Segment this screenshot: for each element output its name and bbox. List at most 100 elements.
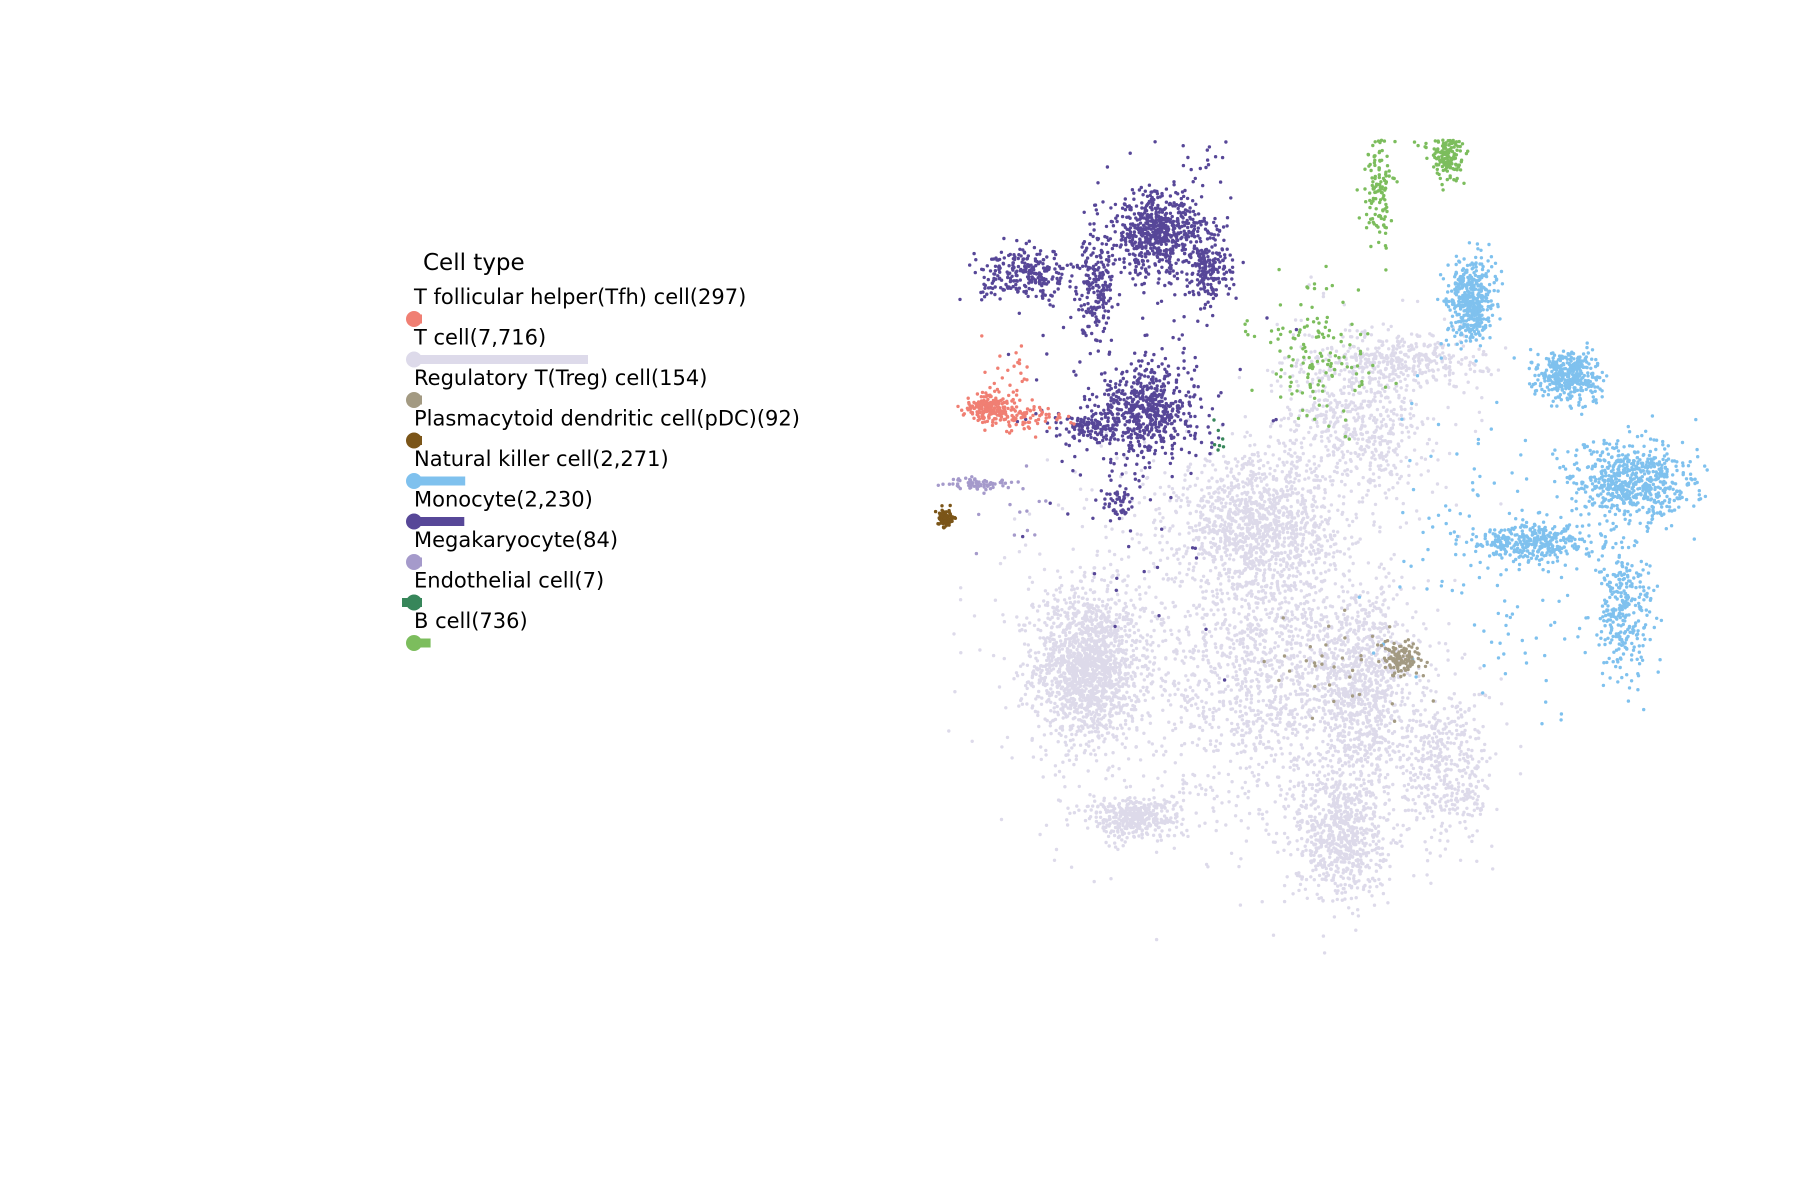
data-point: [1284, 797, 1288, 801]
data-point: [1405, 729, 1410, 733]
data-point: [1211, 560, 1216, 564]
data-point: [1382, 790, 1387, 794]
data-point: [1327, 568, 1331, 572]
data-point: [1252, 545, 1257, 549]
data-point: [1275, 659, 1280, 663]
data-point: [1215, 794, 1219, 798]
data-point: [1319, 587, 1324, 591]
data-point: [1295, 511, 1300, 516]
data-point: [1168, 499, 1172, 503]
data-point: [1169, 703, 1173, 707]
data-point: [1405, 788, 1409, 792]
data-point: [1079, 724, 1084, 728]
data-point: [1229, 481, 1234, 485]
data-point: [1194, 606, 1199, 610]
data-point: [1279, 624, 1283, 628]
data-point: [1376, 824, 1381, 828]
data-point: [1262, 629, 1267, 634]
data-point: [1211, 600, 1215, 604]
data-point: [1390, 731, 1395, 736]
data-point: [1223, 541, 1227, 545]
data-point: [1270, 718, 1274, 722]
data-point: [1361, 623, 1366, 628]
data-point: [1255, 571, 1259, 576]
data-point: [1049, 731, 1053, 736]
data-point: [1039, 745, 1043, 749]
data-point: [1086, 653, 1090, 657]
data-point: [1301, 790, 1306, 794]
data-point: [1081, 715, 1086, 719]
data-point: [1150, 742, 1155, 746]
data-point: [1244, 744, 1248, 748]
data-point: [1081, 669, 1085, 673]
data-point: [1072, 702, 1076, 707]
data-point: [1295, 459, 1299, 464]
data-point: [1374, 576, 1379, 580]
data-point: [1115, 648, 1119, 652]
data-point: [1261, 601, 1266, 605]
data-point: [1255, 779, 1259, 783]
data-point: [1364, 658, 1369, 662]
data-point: [1359, 732, 1363, 736]
data-point: [1310, 759, 1314, 763]
data-point: [1373, 701, 1378, 705]
data-point: [1278, 700, 1283, 705]
data-point: [1106, 583, 1110, 588]
data-point: [1105, 603, 1110, 607]
data-point: [1119, 708, 1123, 713]
data-point: [1281, 765, 1285, 769]
data-point: [1281, 637, 1285, 642]
data-point: [1351, 583, 1355, 588]
data-point: [1057, 680, 1061, 685]
data-point: [1251, 522, 1256, 526]
data-point: [1363, 706, 1368, 711]
data-point: [1227, 579, 1231, 583]
data-point: [1332, 469, 1337, 474]
data-point: [1340, 585, 1344, 589]
data-point: [1344, 748, 1348, 752]
data-point: [1293, 477, 1297, 481]
data-point: [1349, 702, 1354, 707]
data-point: [1305, 736, 1309, 740]
data-point: [1257, 807, 1261, 812]
data-point: [1341, 641, 1345, 646]
data-point: [1382, 785, 1386, 789]
data-point: [1220, 508, 1224, 513]
data-point: [1333, 805, 1338, 810]
data-point: [1079, 690, 1084, 695]
data-point: [1386, 687, 1390, 691]
data-point: [1022, 642, 1027, 646]
data-point: [1384, 760, 1389, 764]
data-point: [1231, 587, 1236, 591]
data-point: [1114, 665, 1119, 670]
data-point: [1279, 710, 1283, 715]
data-point: [1207, 684, 1212, 689]
data-point: [1234, 536, 1238, 540]
data-point: [1254, 632, 1259, 636]
data-point: [1289, 853, 1293, 857]
data-point: [1289, 743, 1293, 747]
data-point: [1377, 696, 1381, 700]
data-point: [1085, 670, 1089, 674]
data-point: [1301, 539, 1305, 543]
data-point: [1158, 511, 1162, 516]
data-point: [1109, 597, 1114, 601]
data-point: [1371, 839, 1376, 844]
data-point: [1244, 672, 1248, 677]
data-point: [1309, 709, 1313, 713]
data-point: [1277, 634, 1282, 639]
data-point: [1311, 728, 1315, 732]
data-point: [1417, 638, 1421, 642]
data-point: [1249, 685, 1253, 689]
data-point: [1269, 591, 1273, 596]
data-point: [1257, 560, 1261, 564]
data-point: [1138, 639, 1142, 644]
data-point: [1352, 596, 1357, 600]
data-point: [1247, 603, 1251, 608]
data-point: [1078, 743, 1083, 747]
data-point: [1317, 556, 1321, 560]
data-point: [1061, 654, 1066, 658]
data-point: [1100, 696, 1105, 700]
data-point: [1275, 612, 1280, 617]
data-point: [1398, 525, 1403, 529]
